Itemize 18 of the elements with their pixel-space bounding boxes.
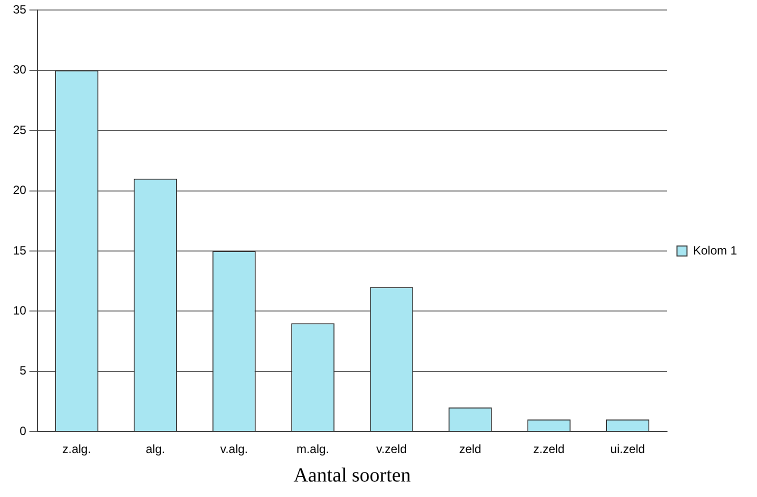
x-axis-title: Aantal soorten [294, 464, 411, 486]
y-tick-label: 15 [12, 243, 27, 258]
x-tick-label: z.alg. [62, 442, 92, 456]
x-tick-label: zeld [459, 442, 482, 456]
y-tick-label: 0 [20, 424, 27, 438]
y-tick-label: 5 [20, 364, 27, 378]
y-tick-label: 35 [12, 2, 27, 17]
x-tick-label: v.zeld [376, 442, 407, 456]
x-tick-label: alg. [146, 442, 166, 456]
x-tick-label: m.alg. [296, 442, 330, 456]
y-tick-label: 10 [12, 304, 27, 318]
x-tick-label: v.alg. [220, 442, 248, 456]
x-tick-label: ui.zeld [610, 442, 645, 456]
y-tick-label: 20 [12, 183, 27, 198]
legend-label: Kolom 1 [692, 243, 738, 258]
y-tick-label: 25 [12, 122, 27, 137]
x-tick-label: z.zeld [533, 442, 565, 456]
y-tick-label: 30 [12, 62, 27, 77]
